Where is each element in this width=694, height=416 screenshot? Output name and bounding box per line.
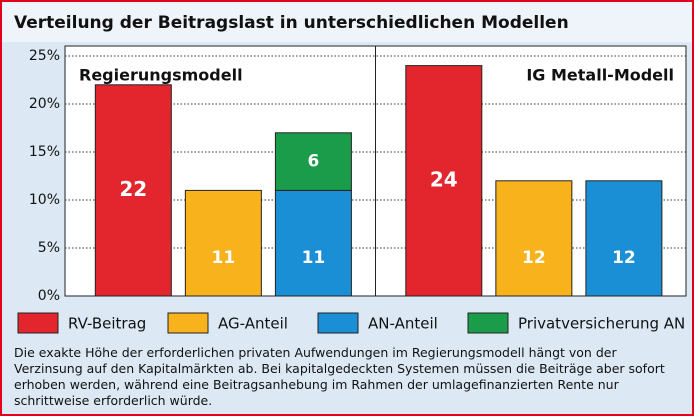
- chart-title: Verteilung der Beitragslast in unterschi…: [14, 13, 569, 33]
- panel-title: IG Metall-Modell: [526, 66, 674, 85]
- legend-label: Privatversicherung AN: [518, 315, 685, 333]
- legend-label: AN-Anteil: [368, 315, 438, 333]
- legend-label: AG-Anteil: [218, 315, 288, 333]
- value-label: 11: [302, 248, 326, 268]
- value-label: 22: [119, 177, 147, 201]
- legend-swatch: [17, 312, 59, 334]
- value-label: 11: [212, 248, 236, 268]
- value-label: 24: [430, 167, 458, 191]
- legend-swatch: [167, 312, 209, 334]
- bar: [585, 180, 663, 297]
- legend-swatch: [317, 312, 359, 334]
- value-label: 12: [522, 248, 546, 268]
- legend-swatch: [467, 312, 509, 334]
- title-bar: [2, 2, 692, 42]
- y-tick-label: 0%: [38, 288, 60, 304]
- footnote: Die exakte Höhe der erforderlichen priva…: [14, 345, 665, 408]
- bar: [184, 189, 262, 297]
- panel-title: Regierungsmodell: [79, 66, 243, 85]
- y-tick-label: 20%: [29, 96, 60, 112]
- y-tick-label: 5%: [38, 240, 60, 256]
- bar: [274, 132, 352, 191]
- bar: [405, 65, 483, 297]
- bar: [94, 84, 172, 297]
- legend-label: RV-Beitrag: [68, 315, 146, 333]
- bar: [274, 189, 352, 297]
- value-label: 12: [612, 248, 636, 268]
- value-label: 6: [307, 152, 319, 172]
- y-tick-label: 15%: [29, 144, 60, 160]
- bar: [495, 180, 573, 297]
- y-tick-label: 25%: [29, 48, 60, 64]
- y-tick-label: 10%: [29, 192, 60, 208]
